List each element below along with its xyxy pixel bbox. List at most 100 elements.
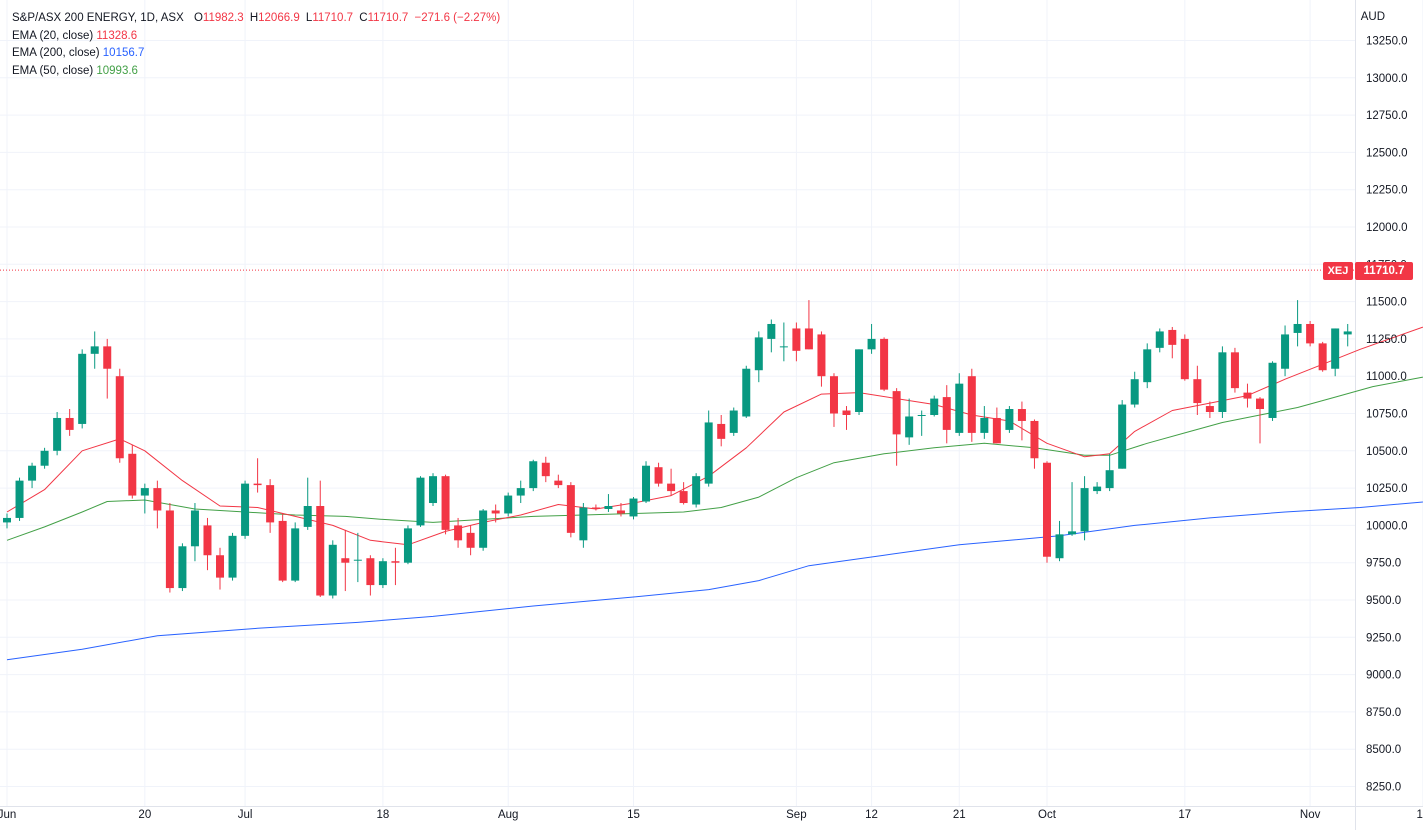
candle[interactable] [779,322,788,362]
candle[interactable] [704,410,713,487]
candle[interactable] [1093,482,1102,495]
candle[interactable] [1268,361,1277,421]
candle[interactable] [391,547,400,586]
candle[interactable] [992,407,1001,444]
candle[interactable] [53,412,62,456]
candle[interactable] [1143,343,1152,389]
candle[interactable] [491,504,500,523]
candle[interactable] [203,517,212,571]
candle[interactable] [980,406,989,439]
candle[interactable] [629,497,638,520]
candle[interactable] [378,558,387,589]
legend-ema50-row[interactable]: EMA (50, close) 10993.6 [12,63,500,81]
candle[interactable] [140,483,149,514]
candle[interactable] [1343,323,1352,347]
candle[interactable] [366,555,375,596]
ema50-line[interactable] [6,376,1423,541]
candle[interactable] [1281,325,1290,377]
candle[interactable] [554,474,563,489]
candle[interactable] [115,368,124,463]
candle[interactable] [178,543,187,592]
candle[interactable] [1331,328,1340,377]
candle[interactable] [667,468,676,496]
candle[interactable] [942,385,951,444]
candle[interactable] [15,477,24,521]
candle[interactable] [28,462,37,489]
ema200-line[interactable] [6,501,1423,661]
candle[interactable] [253,458,262,493]
candle[interactable] [516,480,525,504]
candle[interactable] [767,319,776,353]
candle[interactable] [1180,334,1189,381]
candle[interactable] [316,480,325,598]
candle[interactable] [278,513,287,583]
candle[interactable] [604,494,613,512]
candle[interactable] [566,482,575,538]
candle[interactable] [1256,397,1264,444]
candle[interactable] [1168,326,1177,359]
candle[interactable] [266,479,275,533]
candle[interactable] [103,338,112,399]
candle[interactable] [967,368,976,442]
candle[interactable] [341,529,350,592]
candle[interactable] [128,444,137,499]
ema20-line[interactable] [6,326,1423,546]
candle[interactable] [1243,383,1252,408]
candle[interactable] [955,373,964,436]
candle[interactable] [303,477,312,530]
candle[interactable] [1042,461,1051,563]
candle[interactable] [792,322,801,362]
candle[interactable] [190,503,199,562]
candle[interactable] [642,461,651,504]
candle[interactable] [454,517,463,548]
currency-label[interactable]: AUD [1360,11,1385,23]
candle[interactable] [504,492,513,517]
candle[interactable] [1193,365,1202,415]
candle[interactable] [78,349,87,429]
candle[interactable] [1130,371,1139,408]
time-axis-ticks[interactable]: Jun 20 Jul 18 Aug 15 Sep 12 21 Oct 17 Nov 14 [0,809,1423,821]
candle[interactable] [829,373,838,427]
candle[interactable] [291,522,300,583]
candle[interactable] [880,337,889,392]
candle[interactable] [742,365,751,418]
candle[interactable] [3,513,11,529]
candle[interactable] [817,331,826,387]
candle[interactable] [692,473,701,508]
candle[interactable] [216,547,225,590]
candle[interactable] [1306,320,1315,347]
candle[interactable] [65,409,74,436]
candle[interactable] [616,503,625,517]
candle[interactable] [717,414,726,447]
candle[interactable] [40,447,49,469]
candle[interactable] [1055,520,1064,562]
candle[interactable] [90,331,99,369]
symbol-label[interactable]: S&P/ASX 200 ENERGY, 1D, ASX [12,12,184,24]
candle[interactable] [1155,328,1164,353]
candle[interactable] [917,410,926,436]
candle[interactable] [529,459,538,492]
candle[interactable] [729,407,738,436]
candle[interactable] [1205,401,1214,418]
candle[interactable] [328,540,337,599]
candle[interactable] [842,406,851,430]
candle[interactable] [591,504,600,511]
candle[interactable] [241,480,250,539]
candle[interactable] [804,300,813,350]
candle[interactable] [165,503,174,593]
candle[interactable] [228,532,237,581]
legend-ema200-row[interactable]: EMA (200, close) 10156.7 [12,45,500,63]
candle[interactable] [1068,482,1077,536]
candle[interactable] [403,525,412,565]
candle[interactable] [1080,476,1089,541]
candle[interactable] [930,395,939,417]
candle[interactable] [1030,419,1039,469]
candle[interactable] [855,349,864,415]
price-axis-ticks[interactable]: 8250.0 8500.0 8750.0 9000.0 9250.0 9500.0 9750… [1366,36,1408,794]
candle[interactable] [1218,346,1227,418]
candle[interactable] [353,532,362,583]
candle[interactable] [579,503,588,548]
candle[interactable] [654,462,663,487]
candle[interactable] [541,456,550,483]
